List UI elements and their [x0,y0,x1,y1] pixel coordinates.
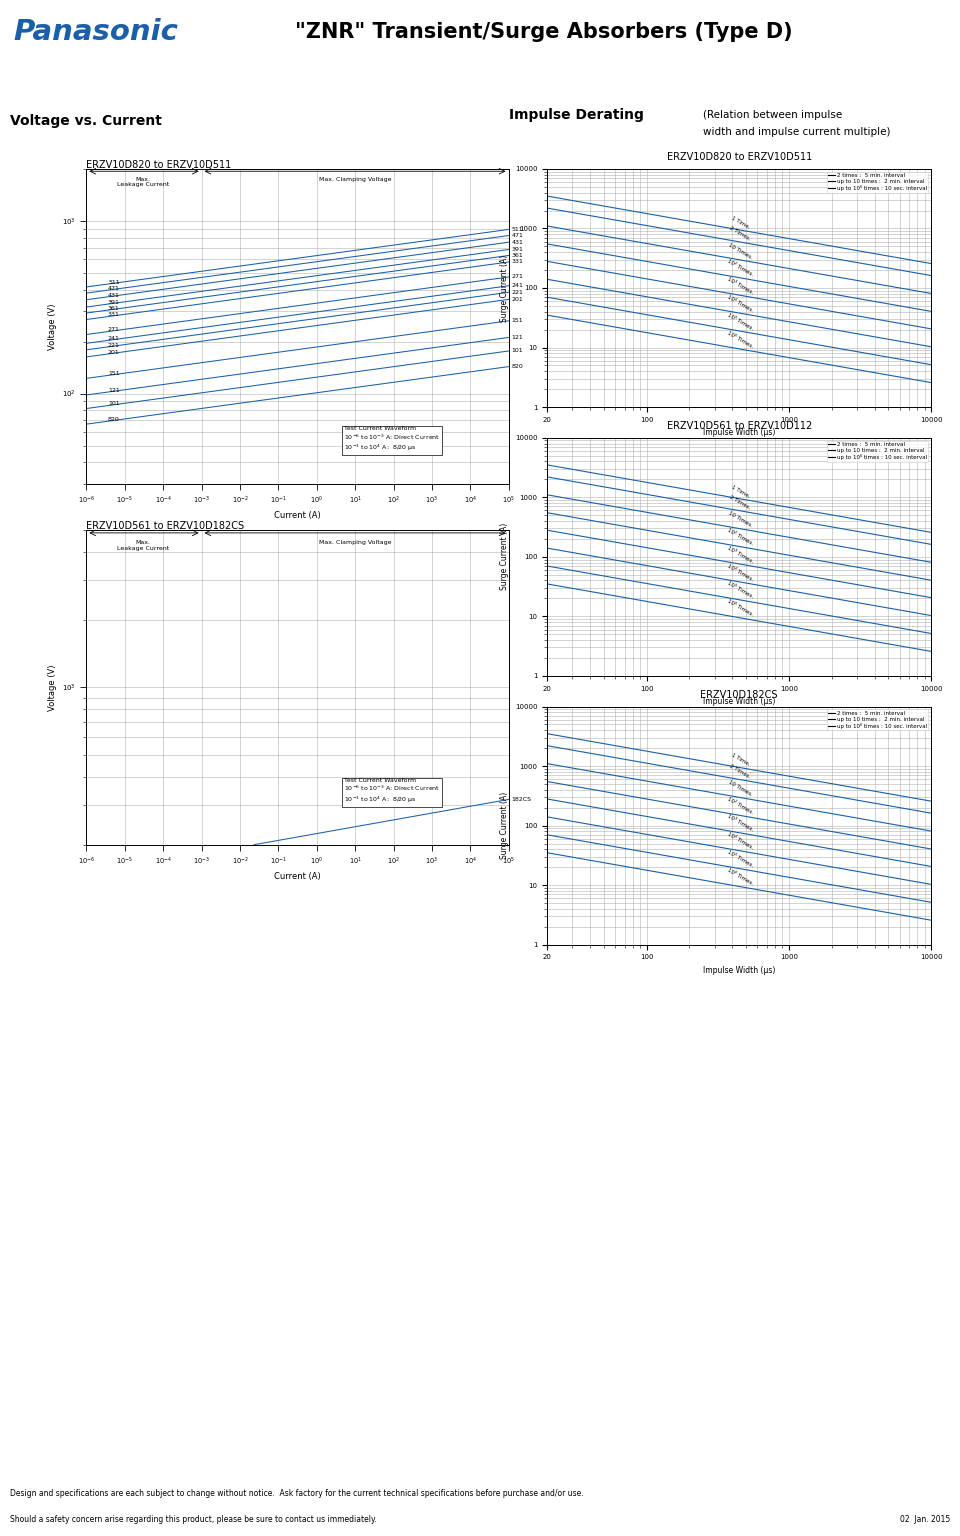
Text: 10⁶ Times.: 10⁶ Times. [727,599,754,617]
Y-axis label: Surge Current (A): Surge Current (A) [500,524,510,590]
Text: width and impulse current multiple): width and impulse current multiple) [703,127,891,137]
Legend: 2 times :  5 min. interval, up to 10 times :  2 min. interval, up to 10⁶ times :: 2 times : 5 min. interval, up to 10 time… [827,172,928,192]
Text: 241: 241 [512,283,523,289]
Text: 10 Times.: 10 Times. [728,780,753,797]
Text: Test Current Waveform
10$^{-6}$ to 10$^{-3}$ A: Direct Current
10$^{-1}$ to 10$^: Test Current Waveform 10$^{-6}$ to 10$^{… [344,425,440,453]
Text: 511: 511 [108,280,120,284]
Text: 201: 201 [108,350,120,355]
Text: 10³ Times.: 10³ Times. [727,276,754,295]
Text: Max.
Leakage Current: Max. Leakage Current [117,541,169,551]
Legend: 2 times :  5 min. interval, up to 10 times :  2 min. interval, up to 10⁶ times :: 2 times : 5 min. interval, up to 10 time… [827,441,928,461]
Text: Impulse Derating: Impulse Derating [509,108,643,121]
Text: ERZV10D820 to ERZV10D511: ERZV10D820 to ERZV10D511 [666,152,812,163]
Text: 361: 361 [108,306,120,310]
Text: 471: 471 [108,286,120,290]
X-axis label: Current (A): Current (A) [275,872,321,882]
Text: 182CS: 182CS [512,797,532,802]
Text: 391: 391 [512,247,523,252]
Text: Max. Clamping Voltage: Max. Clamping Voltage [319,541,392,545]
X-axis label: Impulse Width (μs): Impulse Width (μs) [703,697,776,707]
Text: 10³ Times.: 10³ Times. [727,545,754,564]
Text: 10⁵ Times.: 10⁵ Times. [727,849,754,869]
Text: 10² Times.: 10² Times. [727,528,754,547]
Text: ERZV10D182CS: ERZV10D182CS [701,690,778,700]
Text: 201: 201 [512,296,523,303]
Text: 241: 241 [108,336,120,341]
Text: 431: 431 [512,240,523,244]
Text: 331: 331 [512,260,523,264]
Text: "ZNR" Transient/Surge Absorbers (Type D): "ZNR" Transient/Surge Absorbers (Type D) [295,22,793,43]
Text: 221: 221 [108,343,120,347]
Text: 10⁶ Times.: 10⁶ Times. [727,330,754,349]
Text: Max.
Leakage Current: Max. Leakage Current [117,177,169,187]
Text: 121: 121 [512,335,523,339]
Text: 10² Times.: 10² Times. [727,797,754,816]
Legend: 2 times :  5 min. interval, up to 10 times :  2 min. interval, up to 10⁶ times :: 2 times : 5 min. interval, up to 10 time… [827,710,928,730]
Y-axis label: Surge Current (A): Surge Current (A) [500,793,510,859]
Text: ERZV10D561 to ERZV10D112: ERZV10D561 to ERZV10D112 [666,421,812,432]
Text: 10⁵ Times.: 10⁵ Times. [727,312,754,332]
Text: Voltage vs. Current: Voltage vs. Current [10,114,161,127]
Text: 471: 471 [512,233,523,238]
Text: 10⁵ Times.: 10⁵ Times. [727,581,754,601]
Text: 101: 101 [108,401,120,407]
Text: 10 Times.: 10 Times. [728,243,753,260]
Text: 101: 101 [512,349,523,353]
Text: 271: 271 [108,327,120,332]
Text: 10² Times.: 10² Times. [727,260,754,278]
Text: 1 Time.: 1 Time. [730,215,751,230]
Text: ERZV10D820 to ERZV10D511: ERZV10D820 to ERZV10D511 [86,160,231,170]
Text: 2 Times.: 2 Times. [729,495,752,511]
X-axis label: Impulse Width (μs): Impulse Width (μs) [703,966,776,975]
Text: ERZV10D561 to ERZV10D182CS: ERZV10D561 to ERZV10D182CS [86,521,245,531]
Text: Should a safety concern arise regarding this product, please be sure to contact : Should a safety concern arise regarding … [10,1516,376,1524]
Y-axis label: Surge Current (A): Surge Current (A) [500,255,510,321]
Text: 1 Time.: 1 Time. [730,484,751,499]
Y-axis label: Voltage (V): Voltage (V) [48,303,57,350]
Text: 10 Times.: 10 Times. [728,511,753,528]
Text: 221: 221 [512,290,523,295]
Text: 02  Jan. 2015: 02 Jan. 2015 [900,1516,950,1524]
Text: 820: 820 [108,416,120,422]
Text: 151: 151 [512,318,523,323]
Text: 331: 331 [108,312,120,318]
Text: 271: 271 [512,275,523,280]
Text: Panasonic: Panasonic [13,18,179,46]
Y-axis label: Voltage (V): Voltage (V) [48,664,57,711]
Text: 10⁶ Times.: 10⁶ Times. [727,868,754,886]
Text: 431: 431 [108,292,120,298]
Text: 2 Times.: 2 Times. [729,226,752,243]
Text: 10⁴ Times.: 10⁴ Times. [727,564,754,582]
Text: Max. Clamping Voltage: Max. Clamping Voltage [319,177,392,181]
Text: 2 Times.: 2 Times. [729,763,752,780]
Text: 10³ Times.: 10³ Times. [727,814,754,833]
Text: 151: 151 [108,372,120,376]
Text: 820: 820 [512,364,523,369]
Text: 361: 361 [512,253,523,258]
Text: 1 Time.: 1 Time. [730,753,751,768]
Text: 121: 121 [108,387,120,393]
Text: 10⁴ Times.: 10⁴ Times. [727,833,754,851]
Text: 391: 391 [108,300,120,304]
Text: Typical Characteristics: Typical Characteristics [10,81,204,95]
Text: Test Current Waveform
10$^{-6}$ to 10$^{-3}$ A: Direct Current
10$^{-1}$ to 10$^: Test Current Waveform 10$^{-6}$ to 10$^{… [344,777,440,805]
Text: Design and specifications are each subject to change without notice.  Ask factor: Design and specifications are each subje… [10,1490,584,1498]
Text: 10⁴ Times.: 10⁴ Times. [727,295,754,313]
X-axis label: Current (A): Current (A) [275,511,321,521]
X-axis label: Impulse Width (μs): Impulse Width (μs) [703,429,776,438]
Text: (Relation between impulse: (Relation between impulse [703,109,842,120]
Text: 511: 511 [512,227,523,232]
